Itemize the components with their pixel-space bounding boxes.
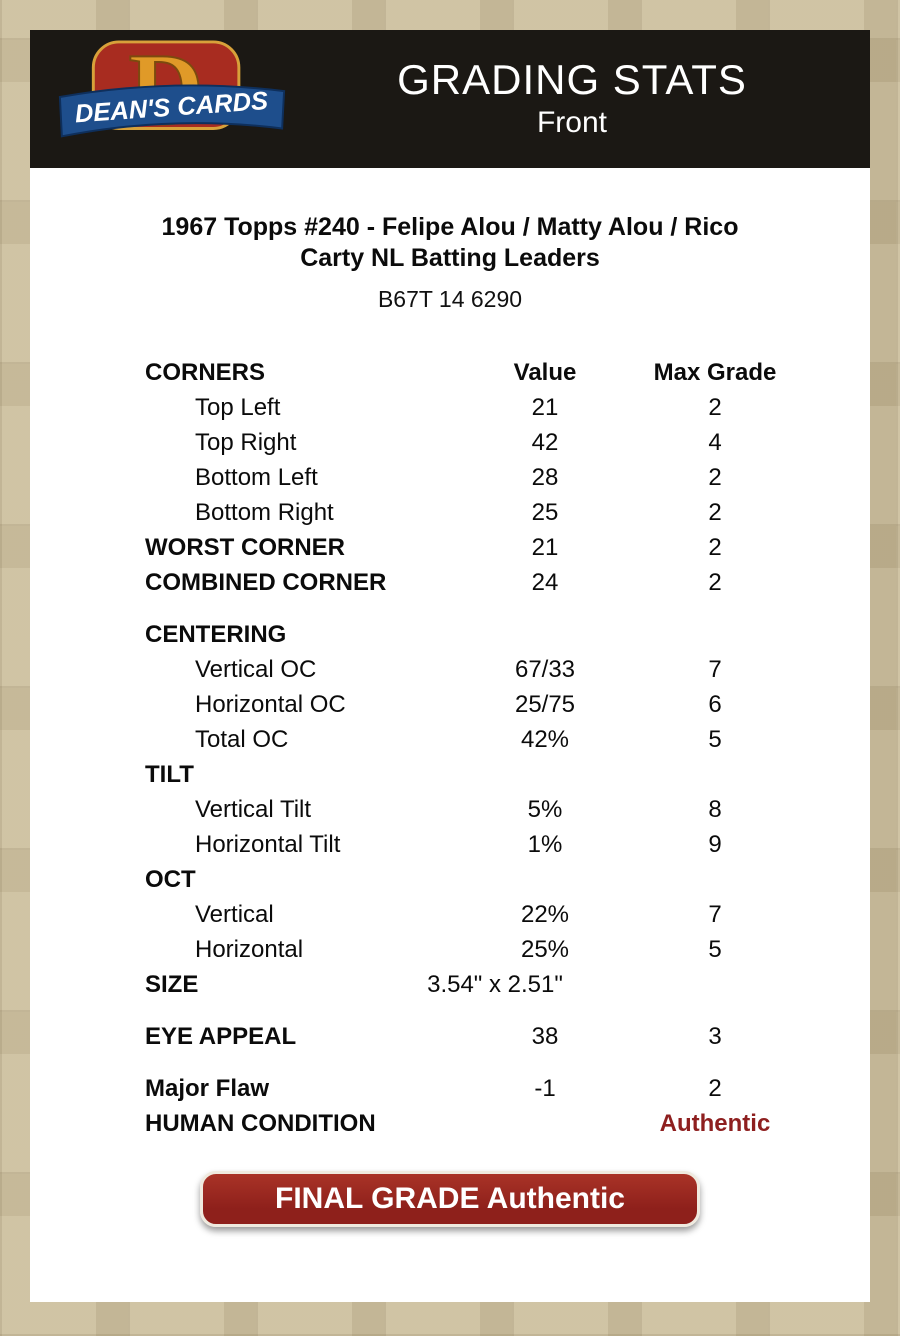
row-value — [455, 1106, 635, 1141]
row-max-grade — [635, 967, 795, 1002]
row-max-grade: 7 — [708, 656, 722, 683]
deans-cards-logo: D DEAN'S CARDS — [30, 30, 310, 161]
row-label-worst-corner: WORST CORNER — [145, 534, 345, 561]
column-header-value: Value — [513, 359, 577, 386]
row-label: Top Left — [195, 394, 281, 421]
card-title: 1967 Topps #240 - Felipe Alou / Matty Al… — [161, 213, 739, 272]
table-row-eye-appeal: EYE APPEAL 38 3 — [30, 1019, 870, 1054]
column-header-max-grade: Max Grade — [653, 359, 777, 386]
row-value: 38 — [531, 1023, 559, 1050]
row-label: Vertical — [195, 901, 274, 928]
row-value: 25 — [531, 499, 559, 526]
row-max-grade: 9 — [708, 831, 722, 858]
row-label: Bottom Left — [195, 464, 318, 491]
row-label: Top Right — [195, 429, 297, 456]
table-row: Horizontal Tilt 1% 9 — [30, 827, 870, 862]
row-max-grade: 2 — [708, 464, 722, 491]
row-max-grade — [635, 617, 795, 652]
table-section-row: CENTERING — [30, 617, 870, 652]
row-value: 21 — [531, 534, 559, 561]
row-max-grade: 8 — [708, 796, 722, 823]
final-grade-container: FINAL GRADE Authentic — [30, 1171, 870, 1227]
row-value: 42% — [520, 726, 570, 753]
row-max-grade: 7 — [708, 901, 722, 928]
row-label: Horizontal Tilt — [195, 831, 341, 858]
card-code: B67T 14 6290 — [377, 286, 523, 312]
row-label-human-condition: HUMAN CONDITION — [145, 1110, 376, 1137]
row-value: 28 — [531, 464, 559, 491]
header-titles: GRADING STATS Front — [310, 57, 870, 141]
table-header-row: CORNERS Value Max Grade — [30, 355, 870, 390]
table-row: Horizontal OC 25/75 6 — [30, 687, 870, 722]
table-row: Vertical OC 67/33 7 — [30, 652, 870, 687]
row-value: 24 — [531, 569, 559, 596]
table-row: Top Right 42 4 — [30, 425, 870, 460]
table-row: Vertical 22% 7 — [30, 897, 870, 932]
row-max-grade — [635, 862, 795, 897]
row-max-grade: 2 — [708, 1075, 722, 1102]
section-centering: CENTERING — [145, 621, 287, 648]
page-subtitle: Front — [536, 106, 608, 139]
report-header: D DEAN'S CARDS GRADING STATS Front — [30, 30, 870, 168]
table-row: Top Left 21 2 — [30, 390, 870, 425]
row-max-grade: 2 — [708, 569, 722, 596]
row-label: Total OC — [195, 726, 289, 753]
table-row-major-flaw: Major Flaw -1 2 — [30, 1071, 870, 1106]
row-max-grade: 6 — [708, 691, 722, 718]
row-value: 5% — [527, 796, 563, 823]
row-max-grade: 2 — [708, 499, 722, 526]
row-max-grade: 5 — [708, 936, 722, 963]
table-row-size: SIZE 3.54" x 2.51" — [30, 967, 870, 1002]
section-tilt: TILT — [145, 761, 194, 788]
table-row: Bottom Right 25 2 — [30, 495, 870, 530]
row-label: Vertical OC — [195, 656, 317, 683]
table-row: COMBINED CORNER 24 2 — [30, 565, 870, 600]
table-row: WORST CORNER 21 2 — [30, 530, 870, 565]
row-value-size: 3.54" x 2.51" — [427, 971, 563, 998]
row-value: 67/33 — [514, 656, 576, 683]
table-section-row: OCT — [30, 862, 870, 897]
final-grade-button[interactable]: FINAL GRADE Authentic — [200, 1171, 700, 1227]
row-value: 22% — [520, 901, 570, 928]
row-max-grade: 5 — [708, 726, 722, 753]
table-row: Horizontal 25% 5 — [30, 932, 870, 967]
row-value — [455, 757, 635, 792]
table-row-human-condition: HUMAN CONDITION Authentic — [30, 1106, 870, 1141]
row-max-grade: 4 — [708, 429, 722, 456]
row-max-grade: 3 — [708, 1023, 722, 1050]
row-label: Vertical Tilt — [195, 796, 312, 823]
row-label: Horizontal OC — [195, 691, 346, 718]
table-row: Vertical Tilt 5% 8 — [30, 792, 870, 827]
deans-cards-logo-graphic: D DEAN'S CARDS — [58, 30, 286, 148]
section-corners: CORNERS — [145, 359, 266, 386]
row-label-eye-appeal: EYE APPEAL — [145, 1023, 297, 1050]
grading-report-sheet: D DEAN'S CARDS GRADING STATS Front 1967 … — [30, 30, 870, 1302]
row-value: 1% — [527, 831, 563, 858]
logo-ribbon — [58, 83, 286, 138]
row-label: Bottom Right — [195, 499, 334, 526]
human-condition-value: Authentic — [659, 1110, 771, 1137]
row-value — [455, 617, 635, 652]
table-section-row: TILT — [30, 757, 870, 792]
row-label: Horizontal — [195, 936, 304, 963]
section-oct: OCT — [145, 866, 196, 893]
row-max-grade: 2 — [708, 394, 722, 421]
table-row: Bottom Left 28 2 — [30, 460, 870, 495]
row-value: 21 — [531, 394, 559, 421]
row-label-size: SIZE — [145, 971, 199, 998]
row-label-major-flaw: Major Flaw — [145, 1075, 270, 1102]
table-row: Total OC 42% 5 — [30, 722, 870, 757]
row-label-combined-corner: COMBINED CORNER — [145, 569, 387, 596]
grading-stats-table: CORNERS Value Max Grade Top Left 21 2 To… — [30, 355, 870, 1141]
row-max-grade — [635, 757, 795, 792]
row-value: 25% — [520, 936, 570, 963]
row-max-grade: 2 — [708, 534, 722, 561]
row-value: 25/75 — [514, 691, 576, 718]
row-value: 42 — [531, 429, 559, 456]
page-title: GRADING STATS — [397, 56, 747, 103]
row-value — [455, 862, 635, 897]
row-value: -1 — [534, 1075, 556, 1102]
